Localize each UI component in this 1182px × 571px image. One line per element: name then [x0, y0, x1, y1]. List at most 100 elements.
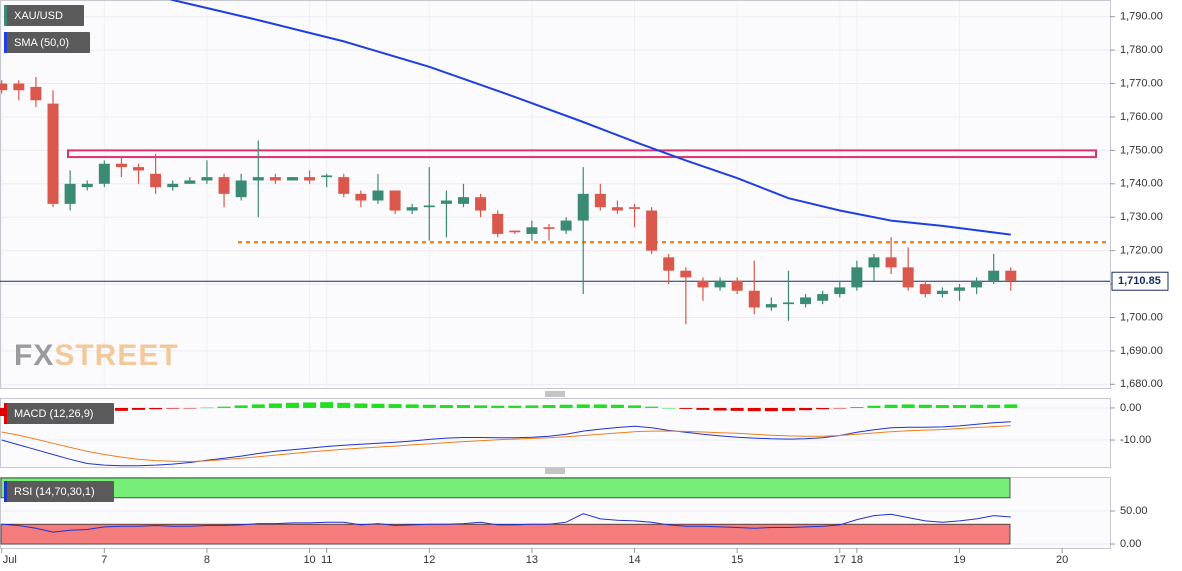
signal-line	[1, 425, 1011, 463]
macd-histogram-bar	[610, 404, 624, 408]
candle-body	[167, 183, 179, 188]
macd-histogram-bar	[935, 405, 949, 408]
candle-body	[98, 163, 110, 184]
macd-histogram-bar	[508, 405, 522, 408]
macd-histogram-bar	[268, 403, 282, 408]
macd-histogram-bar	[593, 404, 607, 408]
macd-histogram-bar	[542, 405, 556, 408]
macd-histogram-bar	[799, 407, 813, 411]
candle-body	[697, 280, 709, 288]
watermark-part: STREET	[54, 339, 178, 372]
macd-histogram-bar	[456, 405, 470, 408]
candle-body	[1005, 270, 1017, 281]
candle-body	[971, 280, 983, 288]
macd-histogram-bar	[439, 405, 453, 408]
x-tick-label: 12	[423, 554, 435, 566]
candle-body	[782, 302, 794, 305]
candle-body	[663, 257, 675, 271]
macd-histogram-bar	[1004, 404, 1018, 408]
macd-histogram-bar	[730, 407, 744, 411]
candle-body	[577, 193, 589, 221]
label-strip	[4, 481, 7, 502]
candle-body	[594, 193, 606, 208]
candle-body	[902, 267, 914, 288]
y-tick-label: 1,750.00	[1120, 144, 1163, 156]
macd-histogram-bar	[422, 404, 436, 408]
x-tick-label: 19	[953, 554, 965, 566]
macd-histogram-bar	[183, 407, 197, 409]
candle-body	[953, 287, 965, 291]
macd-histogram-bar	[149, 407, 163, 410]
y-tick-label: -10.00	[1120, 434, 1151, 446]
macd-histogram-bar	[952, 405, 966, 408]
candle-body	[851, 267, 863, 288]
macd-histogram-bar	[559, 404, 573, 408]
candle-body	[304, 177, 316, 181]
x-tick-label: 11	[321, 554, 332, 566]
macd-histogram-bar	[234, 405, 248, 408]
candle-body	[372, 190, 384, 201]
x-tick-label: 18	[851, 554, 863, 566]
label-box	[4, 481, 114, 502]
macd-histogram-bar	[867, 405, 881, 408]
candle-body	[543, 227, 555, 229]
overbought-band	[0, 477, 1011, 499]
candle-body	[748, 290, 760, 308]
candle-body	[150, 173, 162, 188]
x-tick-label: Jul	[3, 554, 17, 566]
y-tick-label: 1,730.00	[1120, 211, 1163, 223]
plot-area	[0, 0, 1110, 325]
macd-histogram-bar	[354, 403, 368, 408]
indicator-label: RSI (14,70,30,1)	[14, 486, 95, 498]
macd-histogram-bar	[303, 402, 317, 408]
y-tick-label: 0.00	[1120, 402, 1141, 414]
macd-histogram-bar	[645, 406, 659, 408]
y-tick-label: 1,720.00	[1120, 245, 1163, 257]
candle-body	[286, 177, 298, 181]
macd-histogram-bar	[200, 407, 214, 409]
candle-body	[885, 257, 897, 268]
macd-histogram-bar	[918, 404, 932, 408]
watermark-part: FX	[14, 339, 54, 372]
candle-body	[389, 190, 401, 211]
macd-histogram-bar	[713, 407, 727, 411]
candle-body	[321, 175, 333, 178]
macd-histogram-bar	[781, 407, 795, 411]
watermark: FXSTREET	[14, 339, 179, 372]
x-tick-label: 20	[1056, 554, 1068, 566]
candle-body	[680, 270, 692, 278]
y-tick-label: 1,760.00	[1120, 111, 1163, 123]
macd-histogram-bar	[679, 407, 693, 409]
macd-histogram-bar	[474, 405, 488, 408]
macd-histogram-bar	[166, 407, 180, 409]
y-tick-label: 1,700.00	[1120, 311, 1163, 323]
y-tick-label: 1,770.00	[1120, 77, 1163, 89]
candle-body	[47, 103, 59, 204]
candle-body	[355, 193, 367, 201]
candle-body	[731, 280, 743, 291]
rsi-line	[1, 513, 1011, 533]
macd-panel	[0, 398, 1111, 468]
x-tick-label: 13	[526, 554, 538, 566]
macd-histogram-bar	[833, 407, 847, 409]
y-tick-label: 1,690.00	[1120, 345, 1163, 357]
x-tick-label: 7	[101, 554, 107, 566]
macd-histogram-bar	[320, 402, 334, 408]
splitter	[545, 391, 565, 474]
candle-body	[440, 200, 452, 204]
label-box	[4, 5, 84, 26]
candle-body	[201, 177, 213, 181]
candle-body	[646, 210, 658, 251]
x-tick-label: 17	[834, 554, 846, 566]
macd-histogram-bar	[371, 403, 385, 408]
macd-histogram-bar	[337, 402, 351, 408]
candle-body	[133, 167, 145, 171]
macd-histogram-bar	[662, 407, 676, 409]
y-tick-label: 0.00	[1120, 538, 1141, 550]
label-box	[4, 32, 90, 53]
sma-line	[169, 0, 1011, 236]
y-tick-label: 50.00	[1120, 505, 1148, 517]
x-tick-label: 15	[731, 554, 743, 566]
